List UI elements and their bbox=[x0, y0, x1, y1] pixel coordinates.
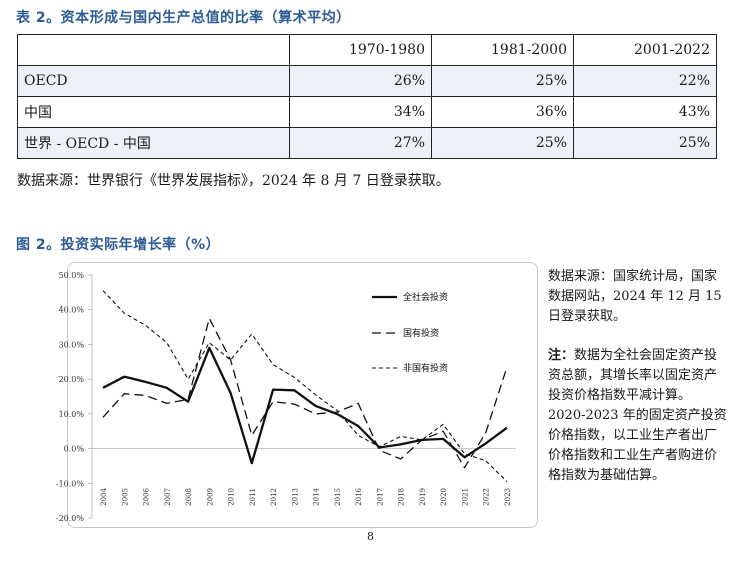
series-line bbox=[102, 290, 508, 482]
legend-label: 全社会投资 bbox=[403, 291, 448, 303]
y-tick-label: 50.0% bbox=[59, 271, 85, 280]
capital-formation-table: 1970-1980 1981-2000 2001-2022 OECD 26% 2… bbox=[17, 34, 717, 159]
y-tick-label: -20.0% bbox=[56, 514, 85, 523]
series-line bbox=[102, 317, 508, 469]
figure-source: 数据来源：国家统计局，国家数据网站，2024 年 12 月 15 日登录获取。 bbox=[548, 269, 722, 324]
x-tick-label: 2010 bbox=[228, 488, 236, 506]
table-row: 世界 - OECD - 中国 27% 25% 25% bbox=[17, 127, 717, 159]
x-tick-label: 2006 bbox=[143, 487, 151, 505]
table-source: 数据来源：世界银行《世界发展指标》，2024 年 8 月 7 日登录获取。 bbox=[17, 173, 450, 189]
x-tick-label: 2017 bbox=[376, 488, 384, 506]
table-header-row: 1970-1980 1981-2000 2001-2022 bbox=[17, 34, 717, 66]
table-row-label: 世界 - OECD - 中国 bbox=[17, 127, 290, 159]
x-tick-label: 2018 bbox=[398, 488, 406, 506]
table-cell: 26% bbox=[289, 65, 432, 97]
x-tick-label: 2020 bbox=[440, 488, 448, 506]
x-tick-label: 2005 bbox=[121, 488, 129, 506]
x-tick-label: 2011 bbox=[249, 488, 257, 506]
table-row: OECD 26% 25% 22% bbox=[17, 65, 717, 97]
x-tick-label: 2008 bbox=[185, 488, 193, 506]
table-title: 表 2。资本形成与国内生产总值的比率（算术平均） bbox=[16, 10, 351, 26]
x-tick-label: 2004 bbox=[100, 487, 108, 505]
x-tick-label: 2015 bbox=[334, 488, 342, 506]
table-cell: 25% bbox=[431, 127, 574, 159]
figure-note: 注：数据为全社会固定资产投资总额，其增长率以固定资产投资价格指数平减计算。202… bbox=[548, 346, 728, 486]
y-tick-label: 0.0% bbox=[64, 445, 85, 454]
page-number: 8 bbox=[367, 530, 374, 543]
y-tick-label: 20.0% bbox=[59, 375, 85, 384]
note-text: 数据为全社会固定资产投资总额，其增长率以固定资产投资价格指数平减计算。2020-… bbox=[548, 348, 727, 483]
table-cell: 27% bbox=[289, 127, 432, 159]
table-cell: 36% bbox=[431, 96, 574, 128]
y-tick-label: 40.0% bbox=[59, 306, 85, 315]
table-cell: 22% bbox=[573, 65, 717, 97]
x-tick-label: 2016 bbox=[355, 487, 363, 505]
table-row: 中国 34% 36% 43% bbox=[17, 96, 717, 128]
table-row-label: OECD bbox=[17, 65, 290, 97]
x-tick-label: 2007 bbox=[164, 488, 172, 506]
x-tick-label: 2021 bbox=[461, 488, 469, 506]
legend-label: 国有投资 bbox=[403, 327, 439, 339]
x-tick-label: 2014 bbox=[313, 487, 321, 505]
legend-label: 非国有投资 bbox=[403, 362, 448, 374]
figure-title: 图 2。投资实际年增长率（%） bbox=[16, 237, 221, 253]
x-tick-label: 2019 bbox=[419, 488, 427, 506]
x-tick-label: 2022 bbox=[483, 488, 491, 506]
x-tick-label: 2012 bbox=[270, 488, 278, 506]
series-line bbox=[102, 346, 508, 465]
table-header-cell: 2001-2022 bbox=[573, 34, 717, 66]
note-label: 注： bbox=[548, 348, 575, 363]
table-cell: 25% bbox=[573, 127, 717, 159]
table-cell: 34% bbox=[289, 96, 432, 128]
table-cell: 25% bbox=[431, 65, 574, 97]
x-tick-label: 2009 bbox=[206, 488, 214, 506]
table-cell: 43% bbox=[573, 96, 717, 128]
chart-frame bbox=[67, 262, 538, 528]
table-row-label: 中国 bbox=[17, 96, 290, 128]
x-tick-label: 2023 bbox=[504, 488, 512, 506]
y-tick-label: -10.0% bbox=[56, 479, 85, 488]
x-tick-label: 2013 bbox=[291, 488, 299, 506]
y-tick-label: 10.0% bbox=[59, 410, 85, 419]
y-tick-label: 30.0% bbox=[59, 340, 85, 349]
